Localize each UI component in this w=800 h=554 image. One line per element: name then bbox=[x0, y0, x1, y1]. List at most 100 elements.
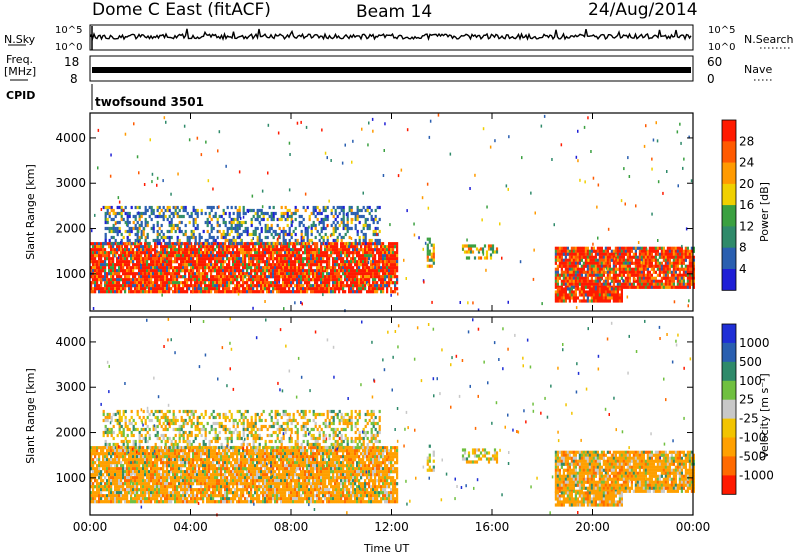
heatmap-cell bbox=[204, 260, 207, 264]
heatmap-cell bbox=[132, 248, 135, 252]
heatmap-cell bbox=[140, 211, 143, 216]
heatmap-cell bbox=[430, 258, 433, 262]
heatmap-cell bbox=[636, 258, 639, 262]
heatmap-cell bbox=[656, 246, 659, 250]
heatmap-cell bbox=[392, 260, 395, 264]
heatmap-cell bbox=[562, 299, 565, 303]
heatmap-cell bbox=[184, 248, 187, 252]
heatmap-cell bbox=[254, 241, 257, 246]
heatmap-cell bbox=[461, 244, 465, 248]
heatmap-cell bbox=[118, 290, 121, 294]
heatmap-cell bbox=[686, 273, 689, 277]
heatmap-cell bbox=[158, 260, 161, 264]
heatmap-cell bbox=[196, 260, 199, 264]
nave-label: Nave bbox=[744, 63, 772, 76]
heatmap-cell bbox=[351, 160, 353, 164]
heatmap-cell bbox=[192, 263, 195, 267]
heatmap-cell bbox=[288, 254, 291, 258]
heatmap-cell bbox=[122, 455, 125, 459]
heatmap-cell bbox=[126, 452, 129, 456]
heatmap-cell bbox=[564, 255, 567, 259]
heatmap-cell bbox=[148, 266, 151, 270]
heatmap-cell bbox=[644, 273, 647, 277]
heatmap-cell bbox=[92, 482, 95, 486]
heatmap-cell bbox=[322, 251, 325, 255]
heatmap-cell bbox=[254, 290, 257, 294]
heatmap-cell bbox=[234, 260, 237, 264]
heatmap-cell bbox=[288, 238, 291, 243]
heatmap-cell bbox=[228, 211, 231, 216]
heatmap-cell bbox=[240, 260, 243, 264]
heatmap-cell bbox=[296, 290, 299, 294]
heatmap-cell bbox=[228, 287, 231, 291]
heatmap-cell bbox=[652, 279, 655, 283]
heatmap-cell bbox=[250, 254, 253, 258]
heatmap-cell bbox=[114, 494, 117, 498]
heatmap-cell bbox=[306, 235, 309, 240]
heatmap-cell bbox=[344, 284, 347, 288]
heatmap-cell bbox=[190, 275, 193, 279]
heatmap-cell bbox=[300, 248, 303, 252]
heatmap-cell bbox=[126, 482, 129, 486]
heatmap-cell bbox=[298, 284, 301, 288]
heatmap-cell bbox=[136, 464, 139, 468]
heatmap-cell bbox=[144, 251, 147, 255]
heatmap-cell bbox=[244, 266, 247, 270]
heatmap-cell bbox=[158, 232, 161, 237]
heatmap-cell bbox=[344, 263, 347, 267]
heatmap-cell bbox=[194, 281, 197, 285]
heatmap-cell bbox=[110, 205, 113, 210]
heatmap-cell bbox=[328, 281, 331, 285]
heatmap-cell bbox=[96, 251, 99, 255]
heatmap-cell bbox=[491, 250, 495, 254]
heatmap-cell bbox=[320, 245, 323, 249]
heatmap-cell bbox=[362, 269, 365, 273]
heatmap-cell bbox=[332, 287, 335, 291]
heatmap-cell bbox=[90, 455, 93, 459]
heatmap-cell bbox=[604, 249, 607, 253]
heatmap-cell bbox=[597, 236, 599, 240]
heatmap-cell bbox=[556, 285, 559, 289]
heatmap-cell bbox=[594, 258, 597, 262]
heatmap-cell bbox=[380, 242, 383, 246]
heatmap-cell bbox=[198, 281, 201, 285]
heatmap-cell bbox=[627, 156, 629, 160]
heatmap-cell bbox=[250, 266, 253, 270]
heatmap-cell bbox=[628, 270, 631, 274]
heatmap-cell bbox=[160, 287, 163, 291]
heatmap-cell bbox=[118, 229, 121, 234]
heatmap-cell bbox=[158, 272, 161, 276]
heatmap-cell bbox=[254, 251, 257, 255]
heatmap-cell bbox=[352, 284, 355, 288]
heatmap-cell bbox=[276, 257, 279, 261]
heatmap-cell bbox=[350, 245, 353, 249]
heatmap-cell bbox=[184, 251, 187, 255]
heatmap-cell bbox=[136, 467, 139, 471]
heatmap-cell bbox=[668, 270, 671, 274]
heatmap-cell bbox=[294, 257, 297, 261]
heatmap-cell bbox=[672, 282, 675, 286]
heatmap-cell bbox=[594, 296, 597, 300]
heatmap-cell bbox=[378, 217, 381, 222]
heatmap-cell bbox=[306, 263, 309, 267]
heatmap-cell bbox=[284, 272, 287, 276]
heatmap-cell bbox=[570, 293, 573, 297]
heatmap-cell bbox=[413, 222, 415, 226]
heatmap-cell bbox=[140, 232, 143, 237]
heatmap-cell bbox=[284, 287, 287, 291]
heatmap-cell bbox=[572, 249, 575, 253]
heatmap-cell bbox=[260, 251, 263, 255]
heatmap-cell bbox=[608, 264, 611, 268]
heatmap-cell bbox=[122, 278, 125, 282]
heatmap-cell bbox=[234, 257, 237, 261]
heatmap-cell bbox=[254, 275, 257, 279]
heatmap-cell bbox=[366, 263, 369, 267]
heatmap-cell bbox=[346, 241, 349, 246]
heatmap-cell bbox=[368, 211, 371, 216]
heatmap-cell bbox=[232, 257, 235, 261]
heatmap-cell bbox=[108, 476, 111, 480]
heatmap-cell bbox=[220, 278, 223, 282]
heatmap-cell bbox=[128, 467, 131, 471]
heatmap-cell bbox=[110, 485, 113, 489]
heatmap-cell bbox=[256, 238, 259, 243]
